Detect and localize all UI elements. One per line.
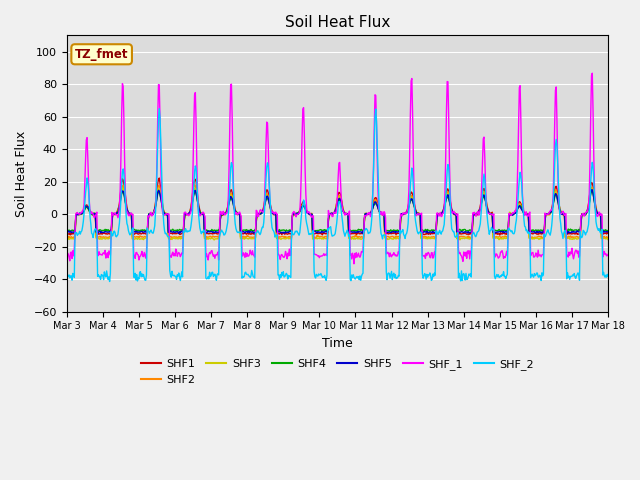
- Line: SHF5: SHF5: [67, 190, 608, 233]
- Text: TZ_fmet: TZ_fmet: [75, 48, 129, 61]
- Title: Soil Heat Flux: Soil Heat Flux: [285, 15, 390, 30]
- Legend: SHF1, SHF2, SHF3, SHF4, SHF5, SHF_1, SHF_2: SHF1, SHF2, SHF3, SHF4, SHF5, SHF_1, SHF…: [136, 355, 539, 389]
- Line: SHF_1: SHF_1: [67, 73, 608, 264]
- Line: SHF2: SHF2: [67, 185, 608, 238]
- Y-axis label: Soil Heat Flux: Soil Heat Flux: [15, 131, 28, 216]
- Line: SHF3: SHF3: [67, 188, 608, 240]
- Line: SHF4: SHF4: [67, 191, 608, 231]
- X-axis label: Time: Time: [322, 337, 353, 350]
- Line: SHF_2: SHF_2: [67, 108, 608, 281]
- Line: SHF1: SHF1: [67, 178, 608, 235]
